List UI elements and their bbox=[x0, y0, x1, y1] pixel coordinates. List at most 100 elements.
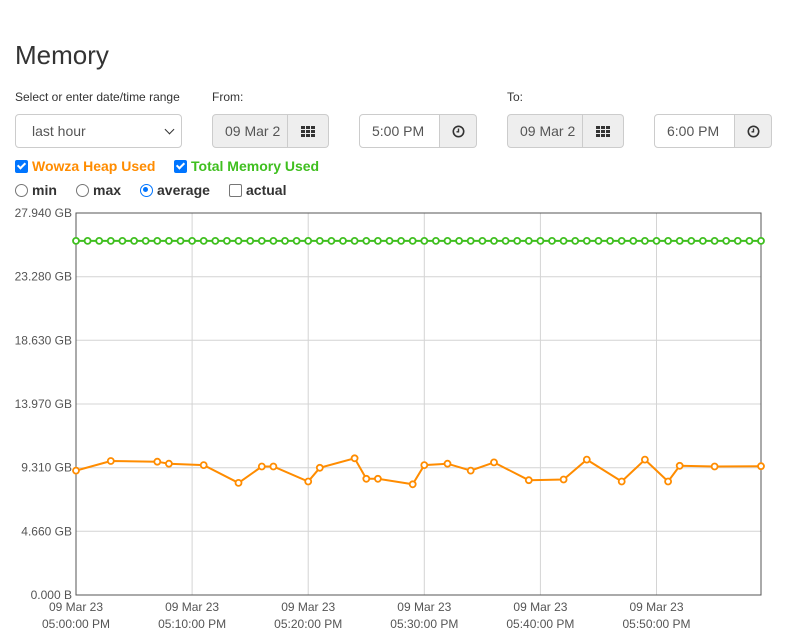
range-select-value: last hour bbox=[32, 123, 86, 139]
from-time-group: 5:00 PM bbox=[359, 114, 477, 148]
data-point bbox=[95, 237, 104, 245]
data-point bbox=[466, 237, 475, 245]
wowza-heap-toggle[interactable]: Wowza Heap Used bbox=[15, 158, 155, 174]
data-point bbox=[617, 477, 626, 486]
data-point bbox=[373, 474, 382, 483]
data-point bbox=[559, 475, 568, 484]
from-date-input[interactable]: 09 Mar 2 bbox=[212, 114, 288, 148]
x-tick-label-time: 05:00:00 PM bbox=[42, 617, 110, 631]
x-tick-label-time: 05:20:00 PM bbox=[274, 617, 342, 631]
data-point bbox=[408, 480, 417, 489]
y-tick-label: 13.970 GB bbox=[15, 397, 72, 411]
memory-chart: 27.940 GB 23.280 GB 18.630 GB 13.970 GB 9.31… bbox=[15, 206, 765, 631]
x-tick-label-date: 09 Mar 23 bbox=[397, 600, 451, 614]
data-point bbox=[582, 237, 591, 245]
to-time-group: 6:00 PM bbox=[654, 114, 772, 148]
data-point bbox=[490, 237, 498, 245]
data-point bbox=[257, 462, 266, 471]
y-tick-label: 27.940 GB bbox=[15, 206, 72, 220]
data-point bbox=[188, 237, 197, 245]
data-point bbox=[536, 237, 545, 245]
data-point bbox=[466, 466, 475, 475]
data-point bbox=[176, 237, 185, 245]
stat-option-min[interactable]: min bbox=[15, 182, 57, 198]
x-tick-label-time: 05:10:00 PM bbox=[158, 617, 226, 631]
checkbox-checked-icon[interactable] bbox=[174, 159, 187, 173]
x-tick-label-date: 09 Mar 23 bbox=[49, 600, 103, 614]
data-point bbox=[582, 455, 591, 464]
total-memory-label: Total Memory Used bbox=[191, 158, 320, 174]
calendar-icon bbox=[596, 125, 610, 137]
data-point bbox=[397, 237, 406, 245]
range-select[interactable]: last hour bbox=[15, 114, 182, 148]
data-point bbox=[548, 237, 556, 245]
from-calendar-button[interactable] bbox=[288, 114, 329, 148]
data-point bbox=[327, 237, 336, 245]
stat-option-label: min bbox=[32, 182, 57, 198]
stat-option-label: average bbox=[157, 182, 210, 198]
data-point bbox=[373, 237, 382, 245]
data-point bbox=[222, 237, 231, 245]
range-label: Select or enter date/time range bbox=[15, 90, 180, 104]
data-point bbox=[408, 237, 417, 245]
data-point bbox=[478, 237, 487, 245]
data-point bbox=[675, 461, 684, 470]
data-point bbox=[652, 237, 661, 245]
data-point bbox=[594, 237, 603, 245]
from-date-group: 09 Mar 2 bbox=[212, 114, 329, 148]
data-point bbox=[269, 462, 278, 471]
data-point bbox=[164, 459, 173, 468]
stat-option-max[interactable]: max bbox=[76, 182, 121, 198]
total-memory-toggle[interactable]: Total Memory Used bbox=[174, 158, 319, 174]
x-tick-label-date: 09 Mar 23 bbox=[165, 600, 219, 614]
data-point bbox=[153, 457, 162, 466]
data-point bbox=[350, 237, 359, 245]
stat-option-actual[interactable]: actual bbox=[229, 182, 286, 198]
data-point bbox=[501, 237, 510, 245]
checkbox-checked-icon[interactable] bbox=[15, 159, 28, 173]
to-time-button[interactable] bbox=[735, 114, 772, 148]
data-point bbox=[350, 454, 359, 463]
data-point bbox=[304, 237, 313, 245]
from-time-input[interactable]: 5:00 PM bbox=[359, 114, 440, 148]
data-point bbox=[199, 237, 208, 245]
data-point bbox=[153, 237, 162, 245]
data-point bbox=[710, 237, 719, 245]
data-point bbox=[72, 237, 80, 245]
y-tick-label: 23.280 GB bbox=[15, 270, 72, 284]
to-time-input[interactable]: 6:00 PM bbox=[654, 114, 735, 148]
from-time-button[interactable] bbox=[440, 114, 477, 148]
checkbox-icon[interactable] bbox=[229, 183, 242, 197]
data-point bbox=[710, 462, 719, 471]
x-tick-label-date: 09 Mar 23 bbox=[281, 600, 335, 614]
data-point bbox=[524, 476, 533, 485]
data-point bbox=[118, 237, 127, 245]
clock-icon bbox=[452, 125, 464, 137]
data-point bbox=[745, 237, 754, 245]
data-point bbox=[211, 237, 220, 245]
data-point bbox=[420, 237, 429, 245]
radio-selected-icon[interactable] bbox=[140, 183, 153, 197]
radio-icon[interactable] bbox=[76, 183, 89, 197]
data-point bbox=[629, 237, 638, 245]
x-tick-label-time: 05:40:00 PM bbox=[506, 617, 574, 631]
stat-option-label: max bbox=[93, 182, 122, 198]
stat-option-label: actual bbox=[246, 182, 287, 198]
radio-icon[interactable] bbox=[15, 183, 28, 197]
data-point bbox=[443, 459, 452, 468]
data-point bbox=[617, 237, 626, 245]
page-title: Memory bbox=[15, 40, 109, 70]
to-date-input[interactable]: 09 Mar 2 bbox=[507, 114, 583, 148]
data-point bbox=[339, 237, 347, 245]
wowza-heap-label: Wowza Heap Used bbox=[32, 158, 156, 174]
data-point bbox=[733, 237, 742, 245]
clock-icon bbox=[747, 125, 759, 137]
to-calendar-button[interactable] bbox=[583, 114, 624, 148]
data-point bbox=[664, 477, 672, 486]
y-tick-label: 4.660 GB bbox=[21, 524, 72, 538]
x-tick-label-time: 05:30:00 PM bbox=[390, 617, 458, 631]
stat-option-average[interactable]: average bbox=[140, 182, 210, 198]
data-point bbox=[757, 237, 765, 245]
y-tick-label: 0.000 B bbox=[31, 588, 72, 602]
data-point bbox=[385, 237, 394, 245]
